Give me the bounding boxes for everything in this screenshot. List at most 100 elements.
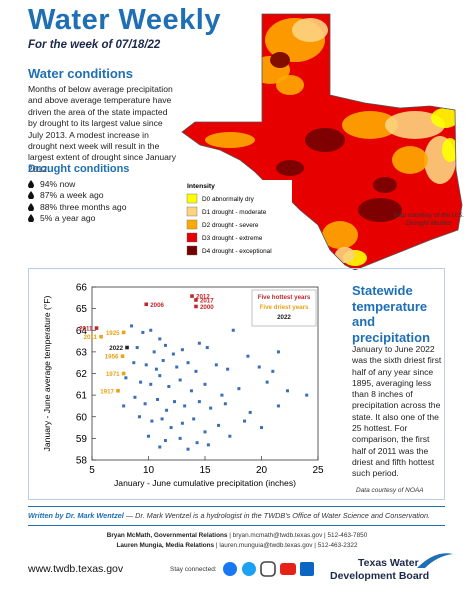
legend-label: D0 abnormally dry [202,196,255,203]
legend-label: Five driest years [260,304,309,311]
list-text: 94% now [40,178,76,189]
point [121,330,126,335]
point [122,404,126,408]
point-label: 2017 [200,297,214,304]
drop-icon [28,179,34,188]
logo-mark [417,553,453,568]
point [243,419,247,423]
x-tick-label: 20 [256,465,268,476]
x-tick-label: 15 [199,465,211,476]
contact: Bryan McMath, Governmental Relations | b… [0,532,474,539]
point [180,421,184,425]
point [165,408,169,412]
point [265,380,269,384]
point [144,302,149,307]
point [99,334,103,339]
legend-label: 2022 [277,314,291,321]
map-credit: Map courtesy of the U.S. Drought Monitor [393,212,465,227]
point [132,361,136,365]
y-tick-label: 63 [76,347,88,358]
facebook-icon[interactable] [223,562,237,576]
linkedin-icon[interactable] [300,562,314,576]
point [248,410,252,414]
youtube-icon[interactable] [280,563,296,575]
point [237,387,241,391]
point-label: 1971 [106,371,120,378]
website[interactable]: www.twdb.texas.gov [28,563,124,575]
point-label: 2006 [150,302,164,309]
point [205,346,209,350]
point [194,304,198,309]
point [197,341,201,345]
point [226,367,230,371]
social-icons [223,561,314,577]
point [141,330,145,334]
y-tick-label: 66 [76,283,88,294]
point [137,415,141,419]
sidebar-heading: Statewide temperature and precipitation [352,283,431,345]
point [167,384,171,388]
y-axis-label: January - June average temperature (°F) [42,295,52,451]
point [194,298,198,302]
contact: Lauren Mungia, Media Relations | lauren.… [0,542,474,549]
rule [28,525,445,526]
twitter-icon[interactable] [242,562,256,576]
point-label: 1917 [100,388,114,395]
author-note: — Dr. Mark Wentzel is a hydrologist in t… [123,511,431,520]
point [206,443,210,447]
point [186,361,190,365]
list-text: 88% three months ago [40,201,127,212]
point [144,363,148,367]
sidebar-text: January to June 2022 was the sixth dries… [352,344,442,479]
point [143,402,147,406]
map-patch [305,128,345,152]
legend-swatch [186,193,198,204]
point-label: 1925 [106,330,120,337]
point [203,430,207,434]
point [195,441,199,445]
point [228,434,232,438]
legend-label: D3 drought - extreme [202,235,263,242]
x-axis-label: January - June cumulative precipitation … [114,478,296,488]
legend-bg [184,180,292,262]
point [152,350,156,354]
point [190,294,194,298]
point [305,393,309,397]
map-patch [270,52,290,68]
point [197,400,201,404]
point [285,389,289,393]
point [178,436,182,440]
map-patch [276,75,304,95]
point [171,352,175,356]
point [214,363,218,367]
point [189,389,193,393]
list-item: 94% now [28,178,126,190]
point [135,346,139,350]
point [158,445,162,449]
drought-list: 94% now 87% a week ago 88% three months ag… [28,178,126,224]
logo-text: Texas Water [358,557,419,569]
scatter-chart: 58 59 60 61 62 63 64 65 66 5 10 15 20 25 January - Jun… [42,283,324,489]
y-tick-label: 62 [76,369,88,380]
point-label: 2011 [79,326,93,333]
social-label: Stay connected: [170,566,217,573]
map-patch [385,111,445,139]
point [154,367,158,371]
point [209,406,213,410]
point [178,378,182,382]
instagram-icon[interactable] [260,561,276,577]
drop [28,191,34,200]
author: Written by Dr. Mark Wentzel [28,511,124,520]
chart-panel [28,268,445,500]
paragraph: Months of below average precipitation an… [28,84,177,174]
subtitle: For the week of 07/18/22 [28,39,161,51]
list-item: 88% three months ago [28,201,126,213]
point [121,371,126,376]
point [163,343,167,347]
point [149,328,153,332]
point [124,376,128,380]
map-patch [358,198,402,222]
legend-swatch [186,232,198,243]
point-label: 1956 [105,354,119,361]
legend-swatch [186,219,198,230]
